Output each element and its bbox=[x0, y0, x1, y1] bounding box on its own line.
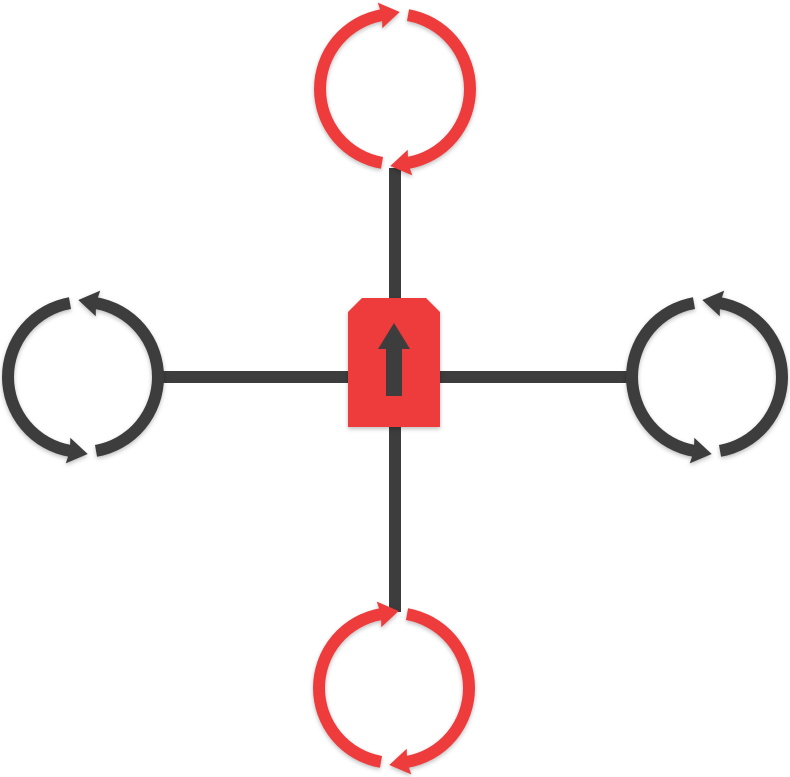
rotor-left-arc-1 bbox=[94, 297, 164, 457]
rotor-left-arrowhead-icon-1 bbox=[78, 290, 101, 317]
rotor-bottom bbox=[313, 601, 475, 775]
rotor-top-arc-1 bbox=[406, 9, 476, 169]
arms bbox=[160, 168, 632, 612]
rotor-bottom-arc-1 bbox=[405, 608, 475, 768]
rotor-top-arrowhead-icon-2 bbox=[390, 149, 413, 176]
rotor-right-arc-1 bbox=[718, 297, 788, 457]
rotor-bottom-arc-2 bbox=[313, 608, 383, 768]
rotor-right bbox=[626, 290, 788, 464]
rotor-left-arc-2 bbox=[2, 297, 72, 457]
rotor-top-arrowhead-icon-1 bbox=[377, 2, 400, 29]
rotor-bottom-arrowhead-icon-2 bbox=[389, 748, 412, 775]
drone-body bbox=[348, 298, 440, 427]
rotor-left-arrowhead-icon-2 bbox=[65, 437, 88, 464]
rotor-top-arc-2 bbox=[314, 9, 384, 169]
rotor-bottom-arrowhead-icon-1 bbox=[376, 601, 399, 628]
rotor-top bbox=[314, 2, 476, 176]
rotor-right-arrowhead-icon-2 bbox=[689, 437, 712, 464]
rotor-right-arc-2 bbox=[626, 297, 696, 457]
rotor-right-arrowhead-icon-1 bbox=[702, 290, 725, 317]
rotor-left bbox=[2, 290, 164, 464]
up-arrow-icon bbox=[378, 323, 410, 396]
